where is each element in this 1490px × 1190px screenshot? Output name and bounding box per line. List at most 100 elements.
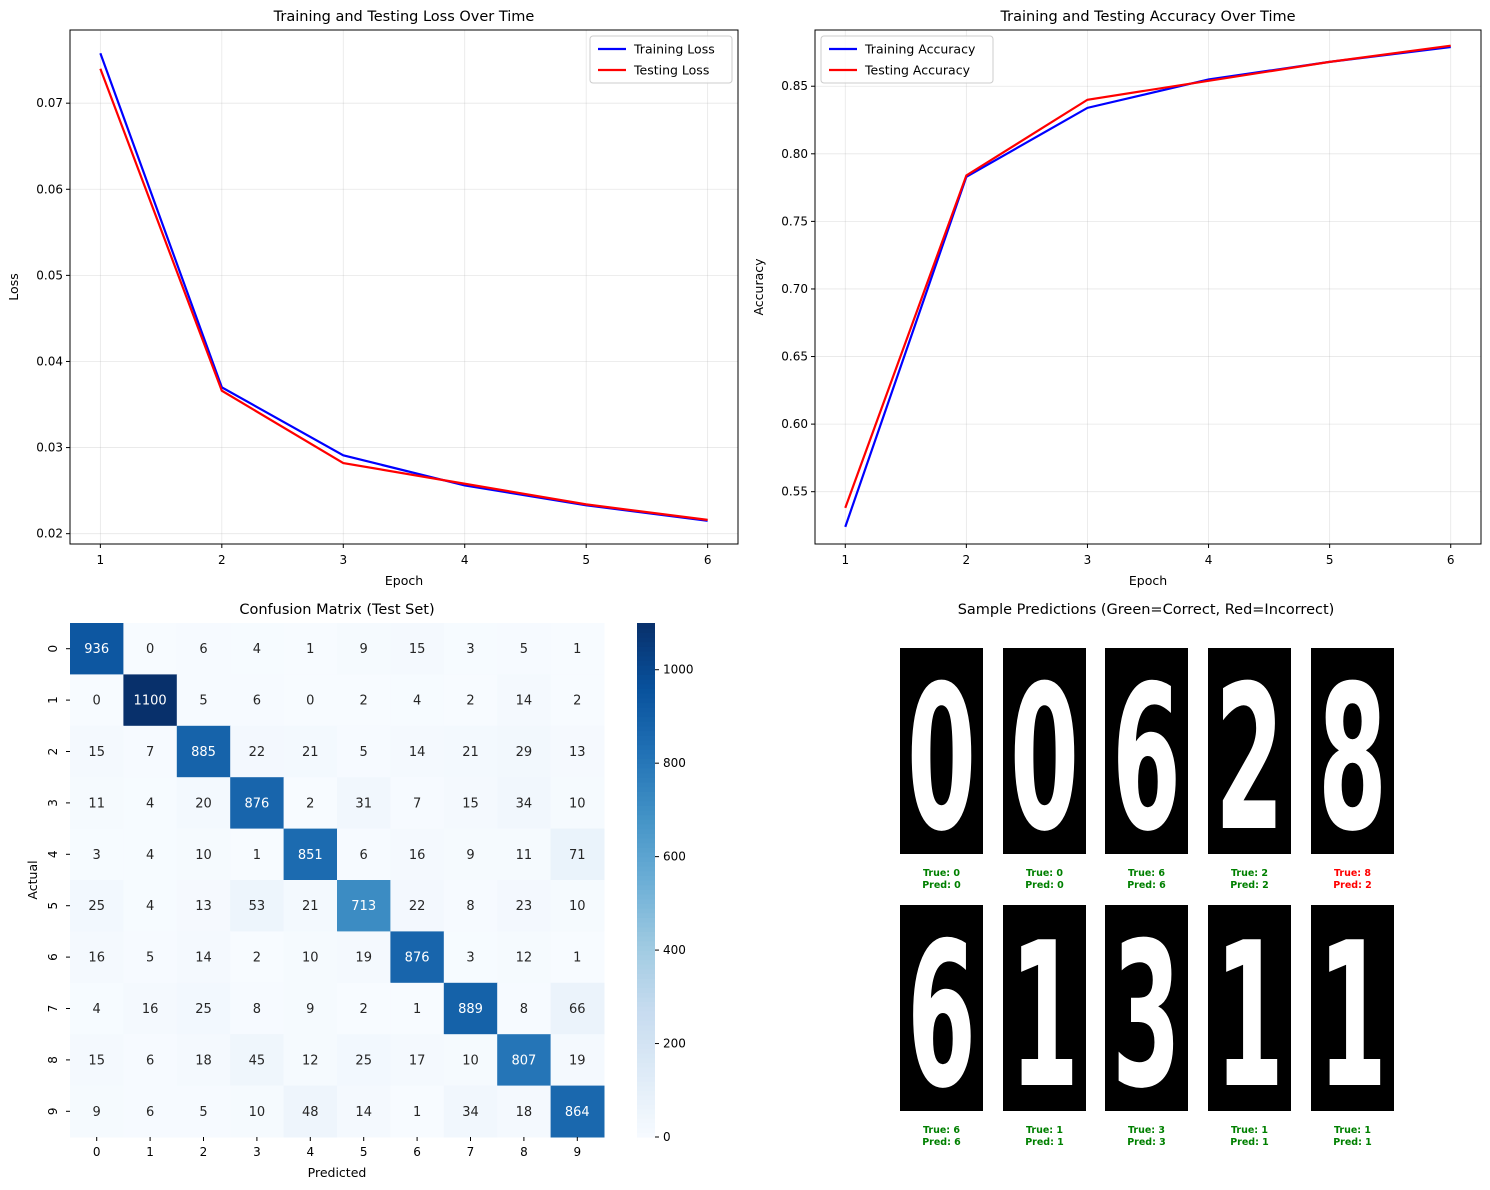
cell-value: 21 (462, 745, 479, 760)
heatmap-cell (390, 828, 445, 881)
heatmap-cell (443, 982, 498, 1035)
heatmap-cell (390, 982, 445, 1035)
heatmap-cell (123, 1034, 178, 1087)
colorbar-segment (637, 655, 655, 661)
cell-value: 23 (516, 899, 533, 914)
colorbar-segment (637, 725, 655, 732)
colorbar-segment (637, 679, 655, 685)
heatmap-cell (337, 982, 391, 1035)
legend-box (589, 35, 733, 84)
heatmap-cell (337, 777, 391, 830)
heatmap-cell (390, 623, 445, 675)
cell-value: 16 (409, 848, 426, 863)
colorbar-segment (637, 1043, 655, 1049)
colorbar-segment (637, 1062, 655, 1068)
heatmap-cell (337, 674, 391, 727)
y-tick-label: 0.04 (36, 354, 63, 368)
colorbar-segment (637, 1127, 655, 1133)
colorbar-segment (637, 1108, 655, 1115)
heatmap-cell (176, 880, 231, 932)
chart-title: Training and Testing Loss Over Time (273, 9, 535, 25)
colorbar-segment (637, 697, 655, 704)
heatmap-cell (550, 1034, 605, 1087)
y-tick-label: 0.05 (36, 268, 63, 282)
cell-value: 25 (355, 1053, 372, 1068)
heatmap-cell (176, 777, 231, 830)
digit-glyph: 6 (1112, 643, 1181, 876)
plot-frame (814, 29, 1482, 545)
legend-box (820, 35, 994, 84)
colorbar-segment (637, 795, 655, 802)
heatmap-cell (283, 674, 338, 727)
heatmap-cell (176, 931, 231, 984)
heatmap-cell (230, 674, 285, 727)
heatmap-cell (230, 828, 285, 881)
true-label: True: 6 (923, 1125, 960, 1136)
colorbar-segment (637, 1034, 655, 1040)
x-tick-label: 3 (339, 553, 347, 567)
colorbar-segment (637, 1015, 655, 1021)
heatmap-cell (230, 880, 285, 932)
heatmap-cell (497, 1085, 552, 1138)
true-label: True: 6 (1128, 868, 1165, 879)
colorbar-segment (637, 1006, 655, 1012)
heatmap-cell (123, 725, 178, 778)
y-tick-label: 5 (46, 902, 60, 910)
heatmap-cell (123, 777, 178, 830)
colorbar-segment (637, 809, 655, 816)
true-label: True: 2 (1231, 868, 1268, 879)
colorbar-segment (637, 837, 655, 844)
colorbar-segment (637, 880, 655, 886)
cell-value: 16 (88, 951, 105, 966)
cell-value: 71 (569, 848, 586, 863)
y-tick-label: 0.03 (36, 441, 63, 455)
cell-value: 5 (360, 745, 368, 760)
heatmap-cell (230, 931, 285, 984)
cell-value: 66 (569, 1002, 586, 1017)
colorbar-segment (637, 739, 655, 746)
colorbar-segment (637, 721, 655, 727)
colorbar-segment (637, 1024, 655, 1031)
cell-value: 22 (409, 899, 426, 914)
x-tick-label: 1 (841, 553, 849, 567)
true-label: True: 0 (1026, 868, 1063, 879)
digit-image (1003, 648, 1086, 854)
heatmap-cell (283, 777, 338, 830)
cell-value: 1 (253, 848, 261, 863)
heatmap-cell (123, 982, 178, 1035)
cell-value: 5 (199, 1105, 207, 1120)
cell-value: 25 (195, 1002, 212, 1017)
colorbar-segment (637, 922, 655, 928)
cell-value: 14 (409, 745, 426, 760)
heatmap-cell (176, 828, 231, 881)
cell-value: 2 (466, 694, 474, 709)
cell-value: 6 (146, 1105, 154, 1120)
colorbar-segment (637, 1094, 655, 1101)
pred-label: Pred: 0 (922, 880, 961, 891)
colorbar-tick-label: 200 (663, 1037, 686, 1051)
x-tick-label: 4 (461, 553, 469, 567)
heatmap-cell (390, 880, 445, 932)
x-tick-label: 2 (963, 553, 971, 567)
digit-glyph: 8 (1318, 643, 1387, 876)
heatmap-cell (70, 623, 124, 675)
digit-image (900, 905, 983, 1111)
colorbar-segment (637, 842, 655, 848)
y-tick-label: 0.80 (781, 147, 808, 161)
y-tick-label: 0.60 (781, 417, 808, 431)
colorbar-segment (637, 744, 655, 750)
x-tick-label: 5 (360, 1145, 368, 1159)
colorbar-segment (637, 819, 655, 825)
cell-value: 21 (302, 745, 319, 760)
cell-value: 2 (360, 1002, 368, 1017)
cell-value: 12 (516, 951, 533, 966)
legend-label: Testing Accuracy (864, 63, 971, 78)
x-tick-label: 1 (146, 1145, 154, 1159)
cell-value: 876 (405, 951, 430, 966)
digit-image (1105, 905, 1188, 1111)
heatmap-cell (283, 1034, 338, 1087)
heatmap-cell (123, 1085, 178, 1138)
heatmap-cell (70, 1034, 124, 1087)
